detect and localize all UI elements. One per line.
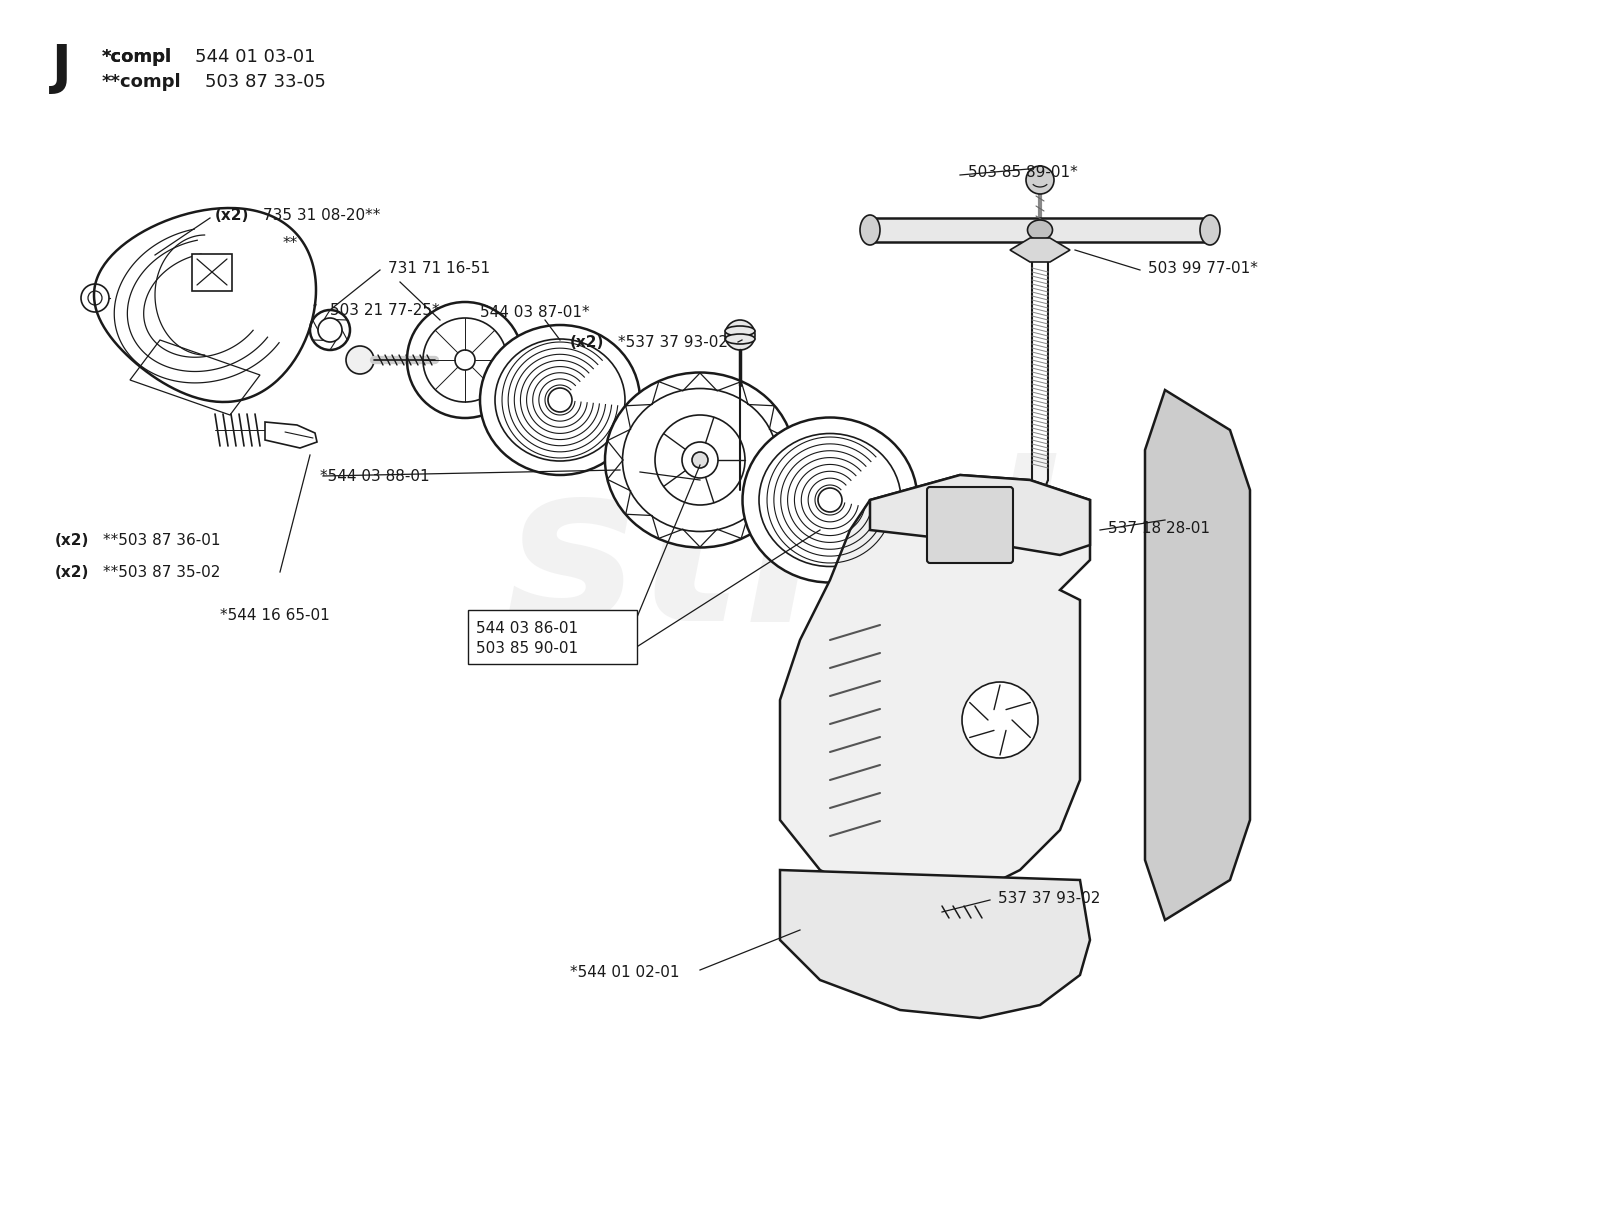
FancyBboxPatch shape — [192, 254, 232, 291]
Text: 735 31 08-20**: 735 31 08-20** — [262, 207, 381, 223]
Polygon shape — [781, 870, 1090, 1018]
Text: (x2): (x2) — [54, 564, 90, 579]
Text: *544 01 02-01: *544 01 02-01 — [570, 965, 680, 979]
Ellipse shape — [480, 325, 640, 476]
Text: 503 85 89-01*: 503 85 89-01* — [968, 165, 1078, 180]
Text: *544 03 88-01: *544 03 88-01 — [320, 468, 430, 483]
Polygon shape — [266, 423, 317, 448]
Text: 503 87 33-05: 503 87 33-05 — [205, 73, 326, 91]
Ellipse shape — [622, 388, 778, 531]
Ellipse shape — [725, 326, 755, 336]
Polygon shape — [781, 476, 1090, 901]
FancyBboxPatch shape — [926, 487, 1013, 563]
Text: 503 21 77-25*: 503 21 77-25* — [330, 303, 440, 318]
Text: **: ** — [283, 235, 298, 250]
Circle shape — [725, 320, 755, 350]
Polygon shape — [870, 476, 1090, 554]
Circle shape — [346, 346, 374, 375]
Text: *compl: *compl — [102, 48, 173, 67]
Circle shape — [962, 683, 1038, 758]
Text: (x2): (x2) — [214, 207, 250, 223]
Ellipse shape — [725, 334, 755, 344]
Text: **503 87 36-01: **503 87 36-01 — [102, 532, 221, 547]
Ellipse shape — [494, 339, 626, 461]
Text: *537 37 93-02: *537 37 93-02 — [618, 335, 728, 350]
Text: 503 99 77-01*: 503 99 77-01* — [1149, 260, 1258, 276]
Text: 537 18 28-01: 537 18 28-01 — [1107, 520, 1210, 536]
Ellipse shape — [605, 372, 795, 547]
Ellipse shape — [742, 418, 917, 583]
Circle shape — [918, 901, 942, 924]
Text: 731 71 16-51: 731 71 16-51 — [389, 260, 490, 276]
Text: (x2): (x2) — [54, 532, 90, 547]
Text: 537 37 93-02: 537 37 93-02 — [998, 891, 1101, 906]
Text: *compl: *compl — [102, 48, 173, 67]
Polygon shape — [1010, 238, 1070, 262]
Text: J: J — [53, 42, 72, 94]
Text: 544 01 03-01: 544 01 03-01 — [195, 48, 315, 67]
Text: 544 03 86-01: 544 03 86-01 — [477, 621, 578, 636]
FancyBboxPatch shape — [469, 610, 637, 664]
Ellipse shape — [861, 216, 880, 245]
Circle shape — [1026, 166, 1054, 193]
Ellipse shape — [758, 434, 901, 567]
Text: **compl: **compl — [102, 73, 182, 91]
Text: (x2): (x2) — [570, 335, 605, 350]
Circle shape — [693, 452, 709, 468]
Polygon shape — [1146, 391, 1250, 920]
Text: stihl: stihl — [506, 453, 1054, 667]
Ellipse shape — [1027, 221, 1053, 240]
Ellipse shape — [1200, 216, 1221, 245]
Text: 503 85 90-01: 503 85 90-01 — [477, 641, 578, 655]
Text: **503 87 35-02: **503 87 35-02 — [102, 564, 221, 579]
Polygon shape — [870, 218, 1210, 241]
Text: *544 16 65-01: *544 16 65-01 — [221, 607, 330, 622]
Circle shape — [549, 388, 573, 411]
Text: 544 03 87-01*: 544 03 87-01* — [480, 304, 590, 319]
